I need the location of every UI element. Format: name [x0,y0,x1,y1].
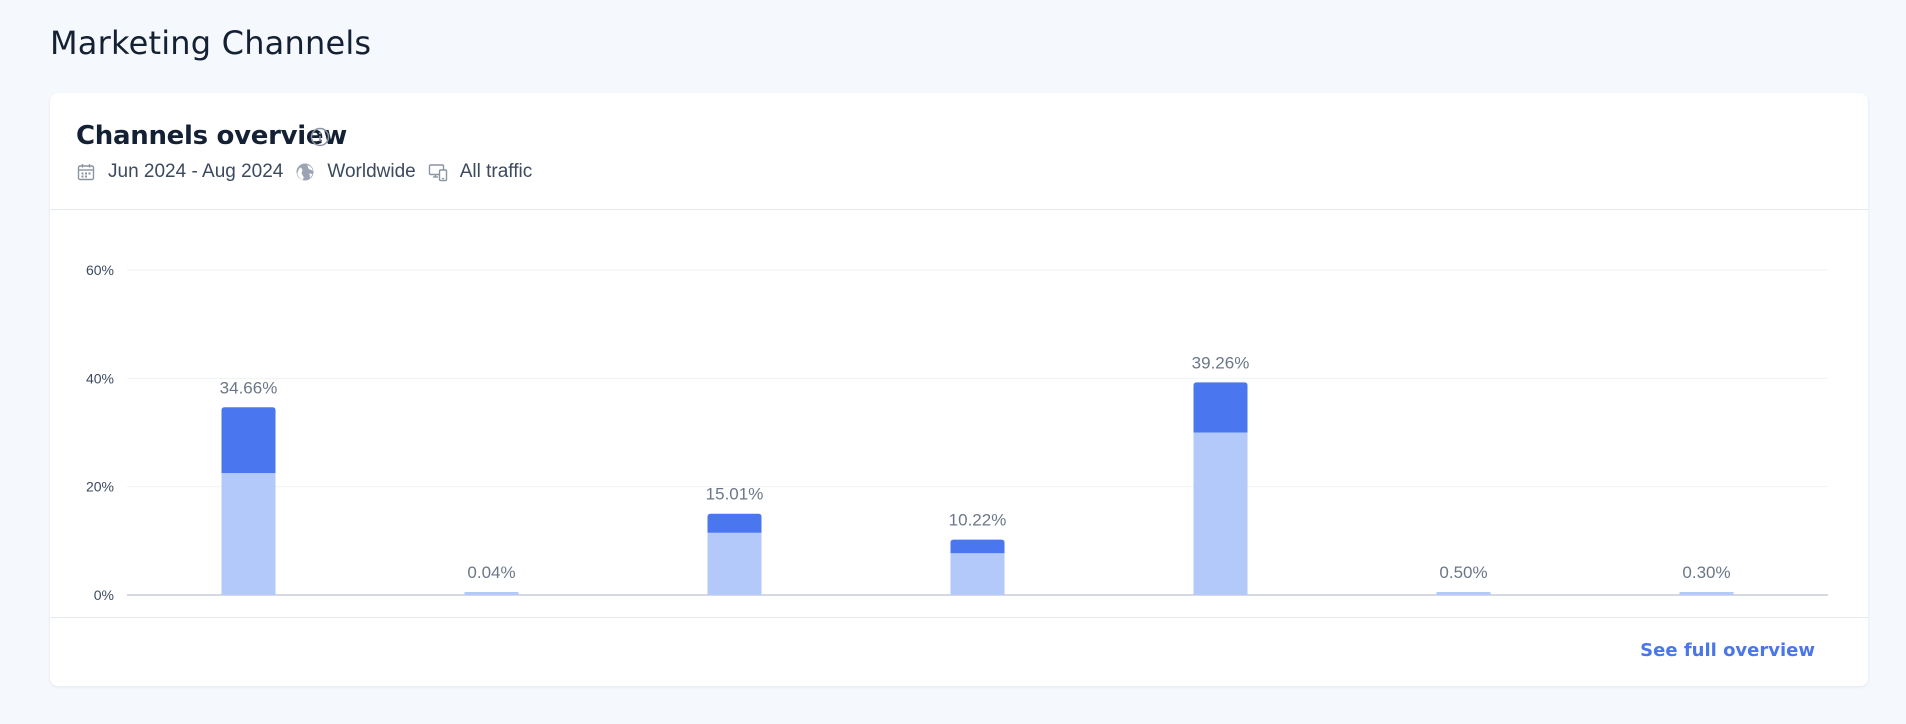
date-range-filter[interactable]: Jun 2024 - Aug 2024 [76,161,283,183]
bar-value-label: 34.66% [220,378,278,397]
y-tick-label: 40% [86,370,114,386]
calendar-icon [77,164,95,181]
channels-overview-card: Channels overview Jun 2024 - Aug [50,93,1868,686]
bar-value-label: 0.50% [1439,563,1487,582]
card-footer: See full overview [50,617,1868,686]
bar-segment-dark[interactable] [707,513,762,533]
bar-segment-dark[interactable] [221,407,276,474]
y-tick-label: 20% [86,479,114,495]
traffic-filter[interactable]: All traffic [428,161,533,183]
info-icon[interactable] [310,127,330,147]
traffic-label: All traffic [459,161,533,182]
card-title: Channels overview [76,121,347,151]
channels-bar-chart: 0%20%40%60%34.66%Direct0.04%Email15.01%R… [86,262,1828,636]
bar-value-label: 10.22% [949,511,1007,530]
bar-segment-light[interactable] [707,532,762,595]
bar-value-label: 0.30% [1682,563,1730,582]
see-full-overview-link[interactable]: See full overview [1640,640,1815,661]
region-label: Worldwide [327,161,416,182]
y-tick-label: 60% [86,262,114,278]
chart-area: 0%20%40%60%34.66%Direct0.04%Email15.01%R… [50,210,1868,636]
bar-segment-dark[interactable] [1193,382,1248,433]
y-tick-label: 0% [94,587,114,603]
bar-segment-light[interactable] [1193,432,1248,596]
bar-segment-dark[interactable] [950,539,1005,554]
bar-segment-light[interactable] [221,473,276,595]
bar-segment-light[interactable] [950,553,1005,595]
page-title: Marketing Channels [50,24,372,62]
globe-icon [296,163,314,181]
bar-segment-light[interactable] [464,592,519,595]
date-range-label: Jun 2024 - Aug 2024 [108,161,284,182]
bar-value-label: 39.26% [1192,353,1250,372]
bar-segment-light[interactable] [1679,592,1734,595]
bar-value-label: 15.01% [706,485,764,504]
region-filter[interactable]: Worldwide [295,161,416,183]
card-header: Channels overview Jun 2024 - Aug [50,93,1868,210]
devices-icon [428,164,447,182]
bar-segment-light[interactable] [1436,592,1491,595]
bar-value-label: 0.04% [467,563,515,582]
filter-meta: Jun 2024 - Aug 2024 Worldwide [76,161,544,183]
